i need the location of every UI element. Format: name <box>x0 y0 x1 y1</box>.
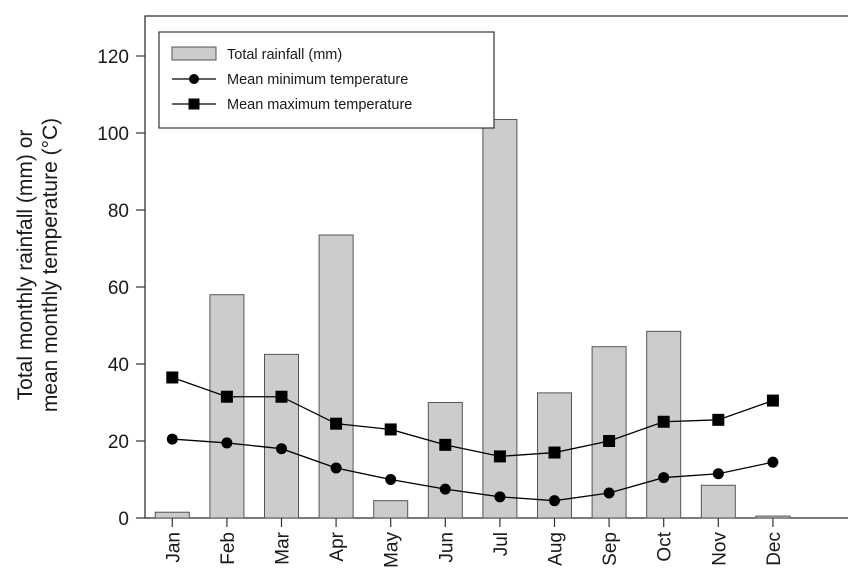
legend-max-marker <box>188 98 200 110</box>
min-temperature-point <box>658 472 670 484</box>
max-temperature-point <box>166 371 179 384</box>
max-temperature-point <box>603 435 616 447</box>
min-temperature-point <box>494 491 506 503</box>
max-temperature-point <box>493 450 506 463</box>
y-tick-label: 60 <box>108 278 129 299</box>
x-tick-label: Feb <box>218 532 239 565</box>
rainfall-bar <box>318 234 354 519</box>
min-temperature-point <box>767 456 779 468</box>
max-temperature-line <box>172 376 774 458</box>
x-tick-label: Jun <box>436 532 457 563</box>
temperature-lines <box>166 371 779 507</box>
y-axis-title-line1: Total monthly rainfall (mm) or <box>14 130 37 401</box>
legend-rainfall-swatch <box>171 46 217 61</box>
x-tick-label: Dec <box>764 532 785 566</box>
legend-rainfall-label: Total rainfall (mm) <box>227 47 342 63</box>
max-temperature-point <box>766 394 779 407</box>
x-tick-label: Jul <box>491 532 512 556</box>
x-tick-label: May <box>382 532 403 568</box>
legend-min-label: Mean minimum temperature <box>227 72 408 88</box>
rainfall-bar <box>154 511 190 519</box>
min-temperature-line <box>172 438 774 502</box>
x-tick-label: Sep <box>600 532 621 566</box>
max-temperature-point <box>220 390 233 403</box>
y-axis: 0 20 40 60 80 100 120 <box>97 47 145 530</box>
min-temperature-point <box>166 433 178 445</box>
y-tick-label: 100 <box>97 124 129 145</box>
max-temperature-point <box>384 423 397 436</box>
min-temperature-point <box>221 437 233 449</box>
y-tick-label: 20 <box>108 432 129 453</box>
rainfall-bar <box>264 353 299 519</box>
min-temperature-point <box>439 483 451 495</box>
y-tick-label: 0 <box>118 509 129 530</box>
legend: Total rainfall (mm) Mean minimum tempera… <box>158 31 495 129</box>
rainfall-bars <box>154 119 791 519</box>
x-tick-label: Apr <box>327 531 348 561</box>
y-tick-label: 80 <box>108 201 129 222</box>
min-temperature-point <box>276 443 287 455</box>
x-tick-label: Oct <box>655 531 676 561</box>
y-axis-title-line2: mean monthly temperature (°C) <box>39 118 62 412</box>
min-temperature-point <box>385 474 397 485</box>
x-tick-label: Aug <box>546 532 567 566</box>
y-tick-label: 40 <box>108 355 129 376</box>
rainfall-bar <box>700 484 736 519</box>
min-temperature-point <box>330 462 342 474</box>
rainfall-bar <box>209 294 245 519</box>
max-temperature-point <box>657 415 670 428</box>
rainfall-bar <box>373 500 409 519</box>
max-temperature-point <box>548 446 561 459</box>
rainfall-bar <box>427 402 463 519</box>
max-temperature-point <box>439 438 452 451</box>
min-temperature-point <box>549 495 560 507</box>
x-tick-label: Mar <box>273 531 294 564</box>
legend-min-marker <box>189 74 199 84</box>
max-temperature-point <box>275 390 288 403</box>
max-temperature-point <box>330 417 343 430</box>
y-tick-label: 120 <box>97 47 129 68</box>
min-temperature-point <box>712 468 724 480</box>
min-temperature-point <box>603 487 615 499</box>
max-temperature-point <box>712 413 725 426</box>
legend-max-label: Mean maximum temperature <box>227 97 412 113</box>
x-tick-label: Jan <box>163 532 184 563</box>
x-axis: Jan Feb Mar Apr May Jun Jul Aug Sep Oct Nov Dec <box>163 518 785 568</box>
rainfall-bar <box>755 515 791 519</box>
x-tick-label: Nov <box>709 532 730 566</box>
